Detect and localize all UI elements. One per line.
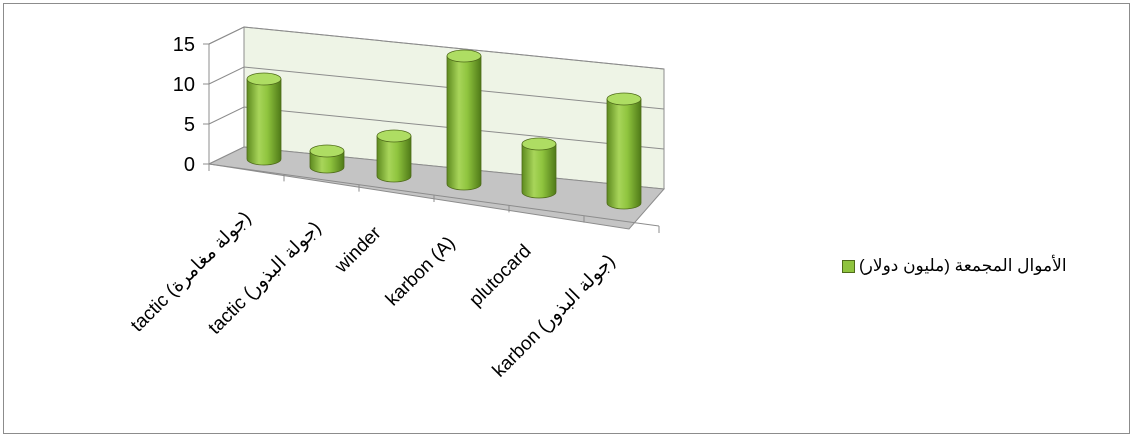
bar bbox=[446, 49, 482, 191]
chart-frame: 0 5 10 15 tactic (جولة مغامرة) tactic (جولة … bbox=[3, 3, 1130, 434]
bar-body bbox=[246, 78, 282, 166]
bar-body bbox=[376, 135, 412, 183]
bar-top bbox=[521, 137, 557, 151]
x-tick-label: winder bbox=[330, 222, 386, 278]
y-tick-label: 5 bbox=[184, 114, 195, 136]
bar bbox=[521, 137, 557, 199]
bar bbox=[309, 144, 345, 174]
y-tick-label: 15 bbox=[173, 34, 195, 56]
gridline bbox=[208, 106, 665, 150]
bar-top bbox=[246, 72, 282, 86]
side-wall bbox=[208, 26, 245, 165]
bar-top bbox=[446, 49, 482, 63]
y-tick-label: 0 bbox=[184, 154, 195, 176]
x-tick-label: plutocard bbox=[465, 241, 535, 311]
y-tick-label: 10 bbox=[173, 74, 195, 96]
bar-body bbox=[446, 55, 482, 191]
bar bbox=[246, 72, 282, 166]
x-tick-label: karbon (A) bbox=[382, 233, 460, 311]
legend: الأموال المجمعة (مليون دولار) bbox=[842, 254, 1067, 278]
gridline bbox=[208, 26, 665, 70]
gridline bbox=[208, 66, 665, 110]
bar bbox=[376, 129, 412, 183]
bar-body bbox=[521, 143, 557, 199]
bar bbox=[606, 92, 642, 210]
legend-label: الأموال المجمعة (مليون دولار) bbox=[859, 256, 1067, 275]
bar-top bbox=[376, 129, 412, 143]
legend-swatch bbox=[842, 259, 855, 273]
bar-body bbox=[606, 98, 642, 210]
bar-top bbox=[606, 92, 642, 106]
bar-top bbox=[309, 144, 345, 158]
